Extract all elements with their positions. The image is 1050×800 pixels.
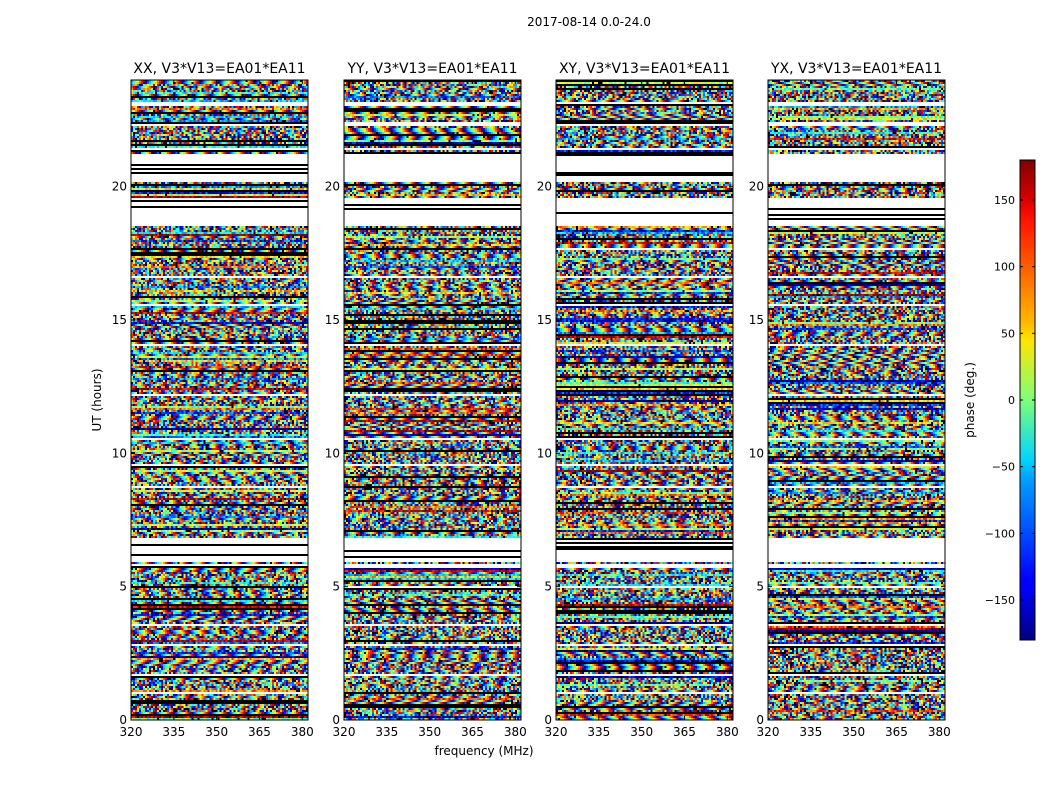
x-tick-label: 350 [842,725,865,739]
x-tick-label: 320 [333,725,356,739]
panels-group: XX, V3*V13=EA01*EA11 320 335 350 365 380 0 5 10 1… [112,61,951,739]
colorbar-tick-label: −100 [985,527,1015,540]
x-axis-label: frequency (MHz) [434,744,533,758]
y-tick-label: 20 [749,180,764,194]
colorbar-tick-label: 0 [1008,394,1015,407]
x-tick-label: 365 [885,725,908,739]
colorbar-tick-label: 100 [994,261,1015,274]
y-tick-label: 20 [537,180,552,194]
colorbar: −150 −100 −50 0 50 100 150 phase (deg.) [963,159,1036,641]
y-tick-label: 15 [325,313,340,327]
y-tick-label: 0 [544,713,552,727]
colorbar-tick-label: 150 [994,194,1015,207]
panel-yy-raster [344,80,521,720]
x-tick-label: 320 [757,725,780,739]
y-tick-label: 0 [332,713,340,727]
panel-title: XX, V3*V13=EA01*EA11 [133,61,305,77]
y-tick-label: 0 [119,713,127,727]
panel-xy: XY, V3*V13=EA01*EA11 320 335 350 365 380 0 5 10 1… [537,61,739,739]
y-tick-label: 0 [756,713,764,727]
x-tick-label: 335 [375,725,398,739]
panel-xx: XX, V3*V13=EA01*EA11 320 335 350 365 380 0 5 10 1… [112,61,314,739]
x-tick-label: 365 [248,725,271,739]
x-tick-label: 350 [630,725,653,739]
panel-frame [555,79,734,721]
y-tick-label: 5 [119,580,127,594]
y-tick-label: 5 [332,580,340,594]
y-tick-label: 15 [112,313,127,327]
panel-title: XY, V3*V13=EA01*EA11 [559,61,730,77]
x-tick-label: 320 [120,725,143,739]
x-tick-label: 320 [545,725,568,739]
panel-title: YX, V3*V13=EA01*EA11 [770,61,942,77]
panel-xx-raster [131,80,308,720]
colorbar-label: phase (deg.) [963,362,977,438]
panel-xy-raster [556,80,733,720]
y-tick-label: 15 [537,313,552,327]
x-tick-label: 380 [928,725,951,739]
x-tick-label: 380 [716,725,739,739]
y-tick-label: 15 [749,313,764,327]
panel-yx: YX, V3*V13=EA01*EA11 320 335 350 365 380 0 5 10 1… [749,61,951,739]
panel-frame [130,79,309,721]
y-tick-label: 20 [112,180,127,194]
x-tick-label: 365 [461,725,484,739]
x-tick-label: 350 [205,725,228,739]
panel-yx-raster [768,80,945,720]
colorbar-tick-label: −150 [985,594,1015,607]
figure-title: 2017-08-14 0.0-24.0 [527,15,651,29]
y-tick-label: 10 [537,446,552,460]
y-tick-label: 5 [756,580,764,594]
x-tick-label: 380 [291,725,314,739]
panel-frame [343,79,522,721]
panel-frame [767,79,946,721]
x-tick-label: 335 [799,725,822,739]
colorbar-tick-label: −50 [992,461,1015,474]
panel-title: YY, V3*V13=EA01*EA11 [346,61,517,77]
y-axis-label: UT (hours) [90,368,104,431]
y-tick-label: 10 [112,446,127,460]
y-tick-label: 10 [325,446,340,460]
panel-yy: YY, V3*V13=EA01*EA11 320 335 350 365 380 0 5 10 1… [325,61,527,739]
x-tick-label: 380 [504,725,527,739]
colorbar-tick-label: 50 [1001,327,1015,340]
y-tick-label: 20 [325,180,340,194]
x-tick-label: 335 [587,725,610,739]
y-tick-label: 5 [544,580,552,594]
colorbar-ticks: −150 −100 −50 0 50 100 150 [985,194,1035,607]
x-tick-label: 365 [673,725,696,739]
y-tick-label: 10 [749,446,764,460]
x-tick-label: 335 [162,725,185,739]
x-tick-label: 350 [418,725,441,739]
